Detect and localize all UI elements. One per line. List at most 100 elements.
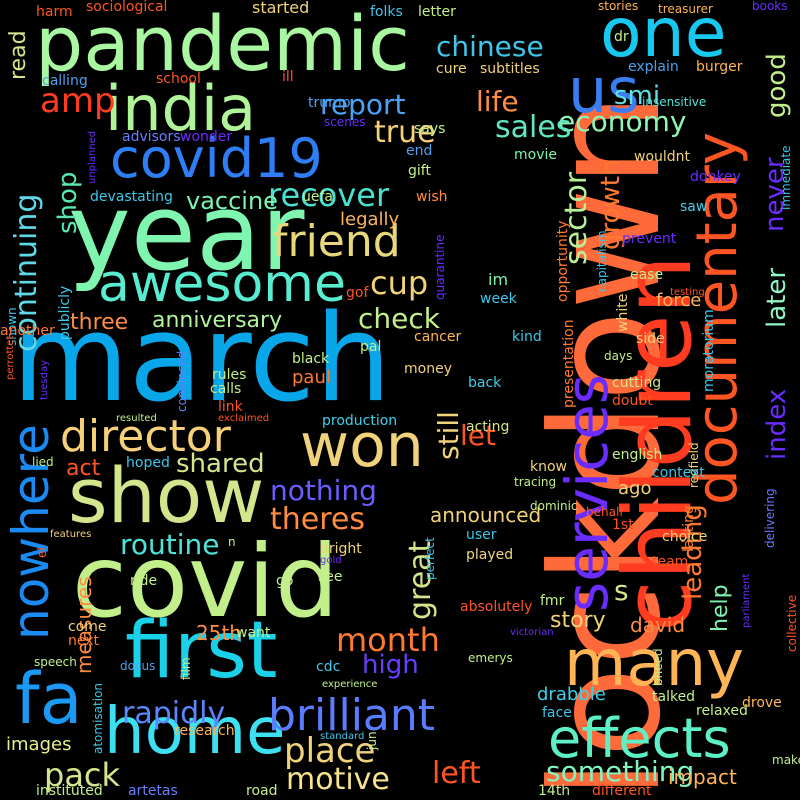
cloud-word: impact bbox=[668, 765, 737, 789]
cloud-word: covid19 bbox=[110, 127, 323, 190]
cloud-word: ride bbox=[130, 573, 158, 589]
cloud-word: brilliant bbox=[268, 690, 436, 741]
cloud-word: el bbox=[35, 547, 49, 558]
cloud-word: drove bbox=[742, 695, 782, 711]
cloud-word: letter bbox=[418, 4, 456, 20]
cloud-word: covid bbox=[72, 523, 339, 640]
cloud-word: chinese bbox=[436, 30, 544, 63]
cloud-word: check bbox=[358, 302, 440, 335]
cloud-word: standard bbox=[320, 731, 365, 742]
cloud-word: speech bbox=[34, 655, 77, 669]
cloud-word: go bbox=[276, 573, 294, 589]
cloud-word: ago bbox=[618, 478, 652, 499]
cloud-word: played bbox=[466, 547, 514, 563]
cloud-word: dr bbox=[614, 29, 629, 45]
cloud-word: subtitles bbox=[480, 61, 540, 77]
cloud-word: testing bbox=[670, 287, 705, 298]
cloud-word: story bbox=[550, 608, 606, 633]
cloud-word: explain bbox=[628, 59, 679, 75]
cloud-word: collective bbox=[785, 594, 799, 652]
cloud-word: david bbox=[630, 613, 686, 637]
cloud-word: director bbox=[60, 411, 231, 462]
cloud-word: show bbox=[68, 451, 265, 540]
cloud-word: treasurer bbox=[658, 2, 713, 16]
cloud-word: rules bbox=[212, 367, 247, 383]
cloud-word: make bbox=[772, 753, 800, 767]
cloud-word: folks bbox=[370, 4, 403, 20]
cloud-word: smi bbox=[614, 81, 661, 111]
cloud-word: saw bbox=[680, 199, 708, 215]
cloud-word: jun bbox=[365, 731, 379, 750]
cloud-word: donkey bbox=[690, 169, 741, 185]
cloud-word: march bbox=[12, 290, 392, 429]
cloud-word: 1st bbox=[612, 517, 634, 533]
cloud-word: s bbox=[614, 574, 629, 607]
cloud-word: english bbox=[612, 447, 663, 463]
cloud-word: presentation bbox=[561, 319, 577, 408]
cloud-word: fa bbox=[15, 658, 83, 740]
cloud-word: cancer bbox=[414, 329, 462, 345]
cloud-word: parliament bbox=[741, 573, 752, 628]
cloud-word: come bbox=[68, 619, 107, 635]
cloud-word: road bbox=[246, 783, 278, 799]
cloud-word: anniversary bbox=[152, 308, 283, 333]
cloud-word: nothing bbox=[270, 474, 377, 507]
cloud-word: ill bbox=[282, 69, 294, 85]
cloud-word: film bbox=[179, 657, 193, 680]
cloud-word: scenes bbox=[324, 115, 366, 129]
cloud-word: bright bbox=[320, 541, 362, 557]
cloud-word: cup bbox=[370, 264, 429, 302]
cloud-word: 14th bbox=[538, 783, 571, 799]
cloud-word: services bbox=[553, 374, 621, 612]
cloud-word: left bbox=[432, 756, 481, 791]
cloud-word: experience bbox=[322, 679, 378, 690]
cloud-word: sales bbox=[495, 110, 572, 145]
cloud-word: wonder bbox=[180, 129, 233, 145]
cloud-word: books bbox=[752, 0, 788, 13]
cloud-word: year bbox=[68, 171, 305, 294]
cloud-word: choice bbox=[662, 529, 708, 545]
cloud-word: amp bbox=[40, 81, 116, 121]
cloud-word: dominic bbox=[530, 499, 578, 513]
cloud-word: end bbox=[406, 143, 433, 159]
cloud-word: see bbox=[318, 569, 343, 585]
cloud-word: won bbox=[300, 411, 424, 481]
cloud-word: school bbox=[156, 71, 201, 87]
cloud-word: publicly bbox=[57, 285, 73, 340]
cloud-word: gof bbox=[346, 285, 369, 301]
cloud-word: theres bbox=[270, 502, 365, 537]
cloud-word: immediate bbox=[779, 145, 793, 211]
cloud-word: true bbox=[374, 115, 436, 150]
cloud-word: movie bbox=[514, 147, 557, 163]
cloud-word: atomisation bbox=[91, 682, 105, 754]
cloud-word: 25th bbox=[196, 621, 242, 645]
cloud-word: later bbox=[762, 267, 792, 328]
cloud-word: absolutely bbox=[460, 599, 533, 615]
cloud-word: link bbox=[218, 399, 243, 415]
cloud-word: doubt bbox=[612, 393, 653, 409]
cloud-word: kind bbox=[512, 329, 542, 345]
cloud-word: still bbox=[432, 411, 465, 460]
cloud-word: user bbox=[466, 527, 497, 543]
cloud-word: want bbox=[236, 625, 271, 641]
cloud-word: pandemic bbox=[35, 0, 410, 88]
cloud-word: production bbox=[322, 413, 398, 429]
cloud-word: prevent bbox=[622, 231, 677, 247]
cloud-word: act bbox=[66, 456, 101, 481]
cloud-word: high bbox=[362, 650, 419, 680]
cloud-word: force bbox=[656, 290, 702, 311]
cloud-word: awesome bbox=[98, 254, 346, 314]
cloud-word: fmr bbox=[540, 593, 565, 609]
cloud-word: vaccine bbox=[186, 187, 278, 215]
cloud-word: legally bbox=[340, 209, 400, 230]
cloud-word: burger bbox=[696, 59, 743, 75]
cloud-word: delivering bbox=[763, 488, 777, 548]
cloud-word: money bbox=[404, 361, 452, 377]
cloud-word: friend bbox=[272, 216, 401, 267]
cloud-word: month bbox=[336, 621, 440, 659]
cloud-word: tracing bbox=[514, 475, 557, 489]
cloud-word: routine bbox=[120, 528, 220, 561]
cloud-word: acting bbox=[466, 419, 510, 435]
cloud-word: wouldnt bbox=[634, 149, 691, 165]
cloud-word: says bbox=[414, 121, 446, 137]
